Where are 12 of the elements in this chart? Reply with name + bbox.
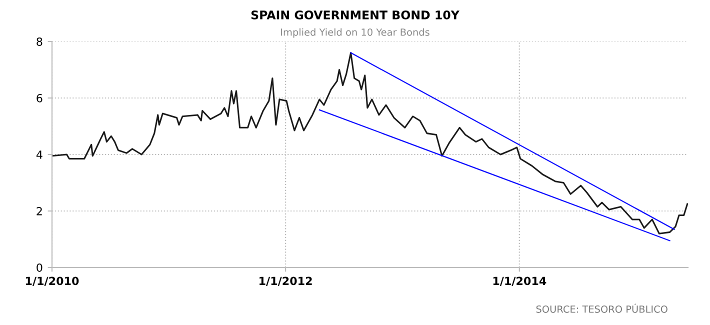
source-note: SOURCE: TESORO PÚBLICO	[536, 304, 668, 313]
line-series	[52, 52, 688, 234]
y-tick-label: 2	[36, 206, 42, 216]
y-tick-label: 0	[36, 263, 42, 272]
chart-title: SPAIN GOVERNMENT BOND 10Y	[251, 10, 460, 20]
y-tick-label: 4	[36, 150, 42, 159]
x-tick-label: 1/1/2012	[260, 276, 312, 286]
y-tick-label: 6	[36, 94, 42, 102]
x-tick-label: 1/1/2010	[26, 276, 79, 286]
y-tick-label: 8	[36, 37, 42, 46]
chart-subtitle: Implied Yield on 10 Year Bonds	[281, 28, 430, 38]
x-tick-label: 1/1/2014	[493, 276, 546, 286]
